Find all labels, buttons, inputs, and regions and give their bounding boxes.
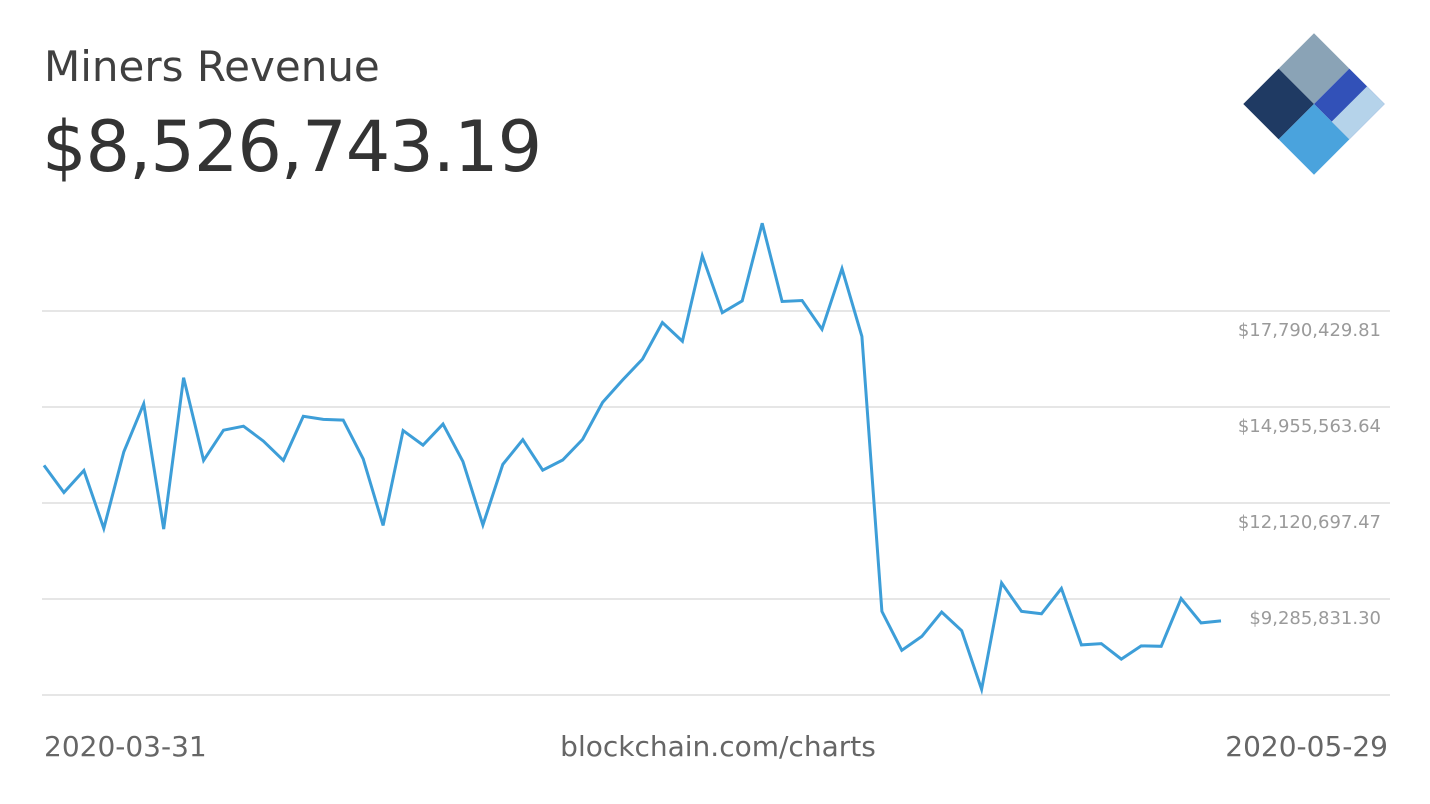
y-tick-label: $12,120,697.47 (1238, 512, 1381, 533)
x-axis-end-date: 2020-05-29 (1225, 730, 1388, 763)
y-tick-label: $14,955,563.64 (1238, 416, 1381, 437)
series-line (42, 222, 1222, 696)
chart-title: Miners Revenue (44, 42, 380, 91)
source-attribution: blockchain.com/charts (560, 730, 876, 763)
logo-corner-accent (1331, 86, 1385, 140)
current-value: $8,526,743.19 (42, 106, 542, 188)
logo-square-bottom (1278, 104, 1350, 175)
y-tick-label: $9,285,831.30 (1249, 608, 1381, 629)
y-tick-label: $17,790,429.81 (1238, 320, 1381, 341)
x-axis-start-date: 2020-03-31 (44, 730, 207, 763)
logo-square-top (1278, 33, 1350, 104)
blockchain-logo-icon (1243, 33, 1385, 175)
